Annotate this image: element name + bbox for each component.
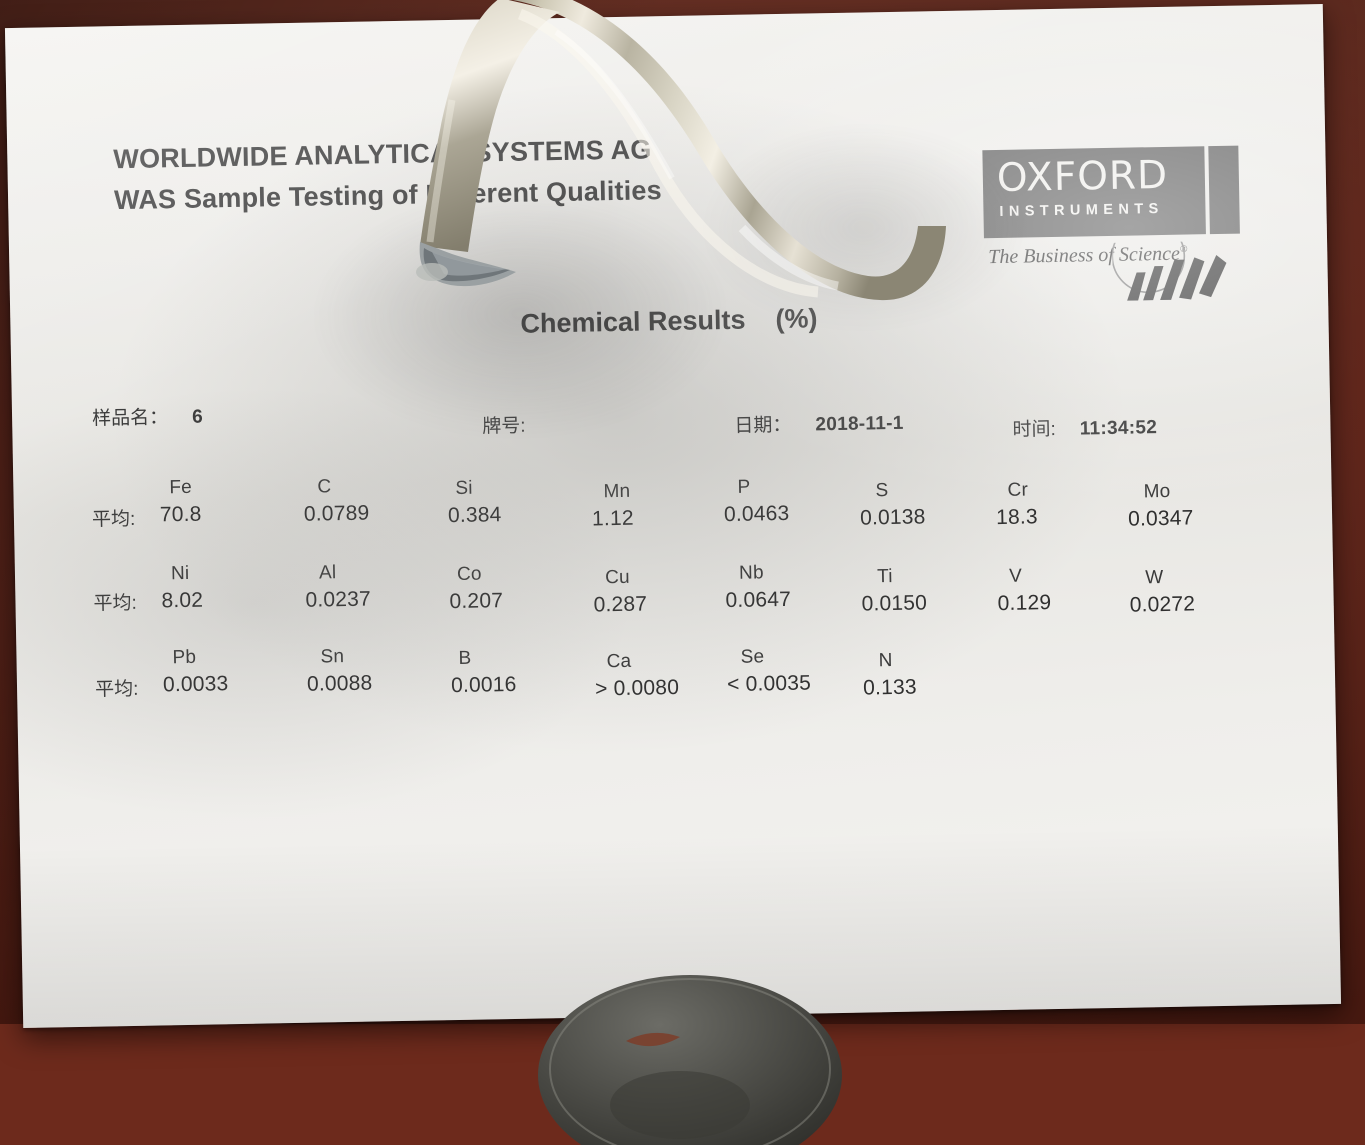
result-cell-se: Se < 0.0035 [726, 646, 811, 698]
result-cell-cr: Cr 18.3 [995, 479, 1038, 530]
element-symbol-ti: Ti [877, 565, 927, 588]
element-symbol-al: Al [319, 562, 371, 585]
result-cell-pb: Pb 0.0033 [162, 646, 228, 697]
element-symbol-co: Co [457, 563, 503, 586]
element-symbol-pb: Pb [172, 646, 228, 669]
element-symbol-w: W [1145, 566, 1195, 589]
element-value-ti: 0.0150 [861, 591, 927, 616]
element-symbol-p: P [737, 476, 789, 499]
sample-name-label: 样品名： [92, 407, 168, 429]
element-value-al: 0.0237 [305, 588, 371, 613]
element-symbol-mo: Mo [1143, 480, 1193, 503]
report-header-line-1: WORLDWIDE ANALYTICAL SYSTEMS AG [113, 134, 652, 175]
time-value: 11:34:52 [1080, 417, 1158, 439]
element-symbol-se: Se [740, 646, 810, 669]
element-value-co: 0.207 [449, 589, 503, 614]
element-value-c: 0.0789 [304, 502, 370, 527]
date-field: 日期： 2018-11-1 [734, 408, 904, 438]
result-cell-ti: Ti 0.0150 [861, 565, 927, 616]
sample-name-value: 6 [192, 407, 203, 428]
result-cell-mn: Mn 1.12 [591, 481, 634, 532]
time-label: 时间: [1012, 419, 1056, 441]
element-symbol-s: S [875, 479, 925, 502]
element-symbol-cr: Cr [1007, 479, 1037, 502]
date-value: 2018-11-1 [815, 413, 904, 436]
result-cell-nb: Nb 0.0647 [725, 562, 791, 613]
result-cell-si: Si 0.384 [447, 477, 501, 528]
oxford-instruments-logo: OXFORD INSTRUMENTS The Business of Scien… [982, 145, 1255, 295]
result-cell-sn: Sn 0.0088 [306, 646, 372, 697]
result-cell-mo: Mo 0.0347 [1127, 480, 1193, 531]
element-symbol-nb: Nb [739, 562, 791, 585]
element-value-pb: 0.0033 [163, 672, 229, 697]
element-value-si: 0.384 [448, 503, 502, 528]
element-value-mn: 1.12 [592, 507, 634, 532]
element-value-cr: 18.3 [996, 505, 1038, 530]
element-value-nb: 0.0647 [725, 588, 791, 613]
was-swoosh-icon [1112, 241, 1231, 305]
element-value-fe: 70.8 [160, 503, 202, 528]
element-value-se: < 0.0035 [727, 672, 811, 698]
result-cell-v: V 0.129 [997, 565, 1051, 616]
result-cell-s: S 0.0138 [859, 479, 925, 530]
result-cell-p: P 0.0463 [723, 476, 789, 527]
results-unit-text: (%) [775, 303, 818, 334]
average-label-row-3: 平均: [95, 674, 139, 702]
result-cell-w: W 0.0272 [1129, 566, 1195, 617]
element-symbol-mn: Mn [603, 481, 633, 504]
grade-label: 牌号: [482, 416, 526, 438]
results-title-text: Chemical Results [520, 305, 746, 339]
element-value-ca: > 0.0080 [595, 676, 679, 702]
element-symbol-ni: Ni [171, 563, 203, 586]
result-cell-fe: Fe 70.8 [159, 477, 202, 528]
sample-name-field: 样品名： 6 [92, 402, 203, 431]
result-cell-n: N 0.133 [862, 650, 916, 701]
report-header-line-2: WAS Sample Testing of Different Qualitie… [114, 175, 662, 216]
report-content: WORLDWIDE ANALYTICAL SYSTEMS AG WAS Samp… [5, 4, 1341, 1028]
date-label: 日期： [734, 415, 791, 437]
result-cell-ca: Ca > 0.0080 [594, 650, 679, 702]
element-value-mo: 0.0347 [1128, 506, 1194, 531]
element-symbol-si: Si [455, 477, 501, 500]
element-value-n: 0.133 [863, 676, 917, 701]
result-cell-b: B 0.0016 [450, 647, 516, 698]
element-symbol-sn: Sn [320, 646, 372, 669]
element-value-s: 0.0138 [860, 505, 926, 530]
element-symbol-fe: Fe [169, 477, 201, 500]
element-value-v: 0.129 [997, 591, 1051, 616]
paper-sheet: WORLDWIDE ANALYTICAL SYSTEMS AG WAS Samp… [5, 4, 1341, 1028]
element-value-sn: 0.0088 [307, 672, 373, 697]
element-symbol-v: V [1009, 565, 1051, 588]
time-field: 时间: 11:34:52 [1012, 412, 1157, 442]
element-value-cu: 0.287 [593, 592, 647, 617]
result-cell-cu: Cu 0.287 [593, 566, 647, 617]
grade-field: 牌号: [482, 410, 550, 438]
result-cell-al: Al 0.0237 [305, 562, 371, 613]
element-value-w: 0.0272 [1129, 592, 1195, 617]
logo-sub-text: INSTRUMENTS [999, 201, 1163, 220]
element-symbol-c: C [317, 476, 369, 499]
result-cell-ni: Ni 8.02 [161, 563, 204, 614]
element-value-p: 0.0463 [724, 502, 790, 527]
result-cell-c: C 0.0789 [303, 476, 369, 527]
logo-brand-text: OXFORD [996, 153, 1168, 201]
element-symbol-b: B [458, 647, 516, 670]
result-cell-co: Co 0.207 [449, 563, 503, 614]
element-value-ni: 8.02 [161, 589, 203, 614]
element-value-b: 0.0016 [451, 673, 517, 698]
logo-box-accent [1208, 146, 1240, 235]
average-label-row-1: 平均: [92, 504, 136, 532]
chemical-results-title: Chemical Results (%) [520, 303, 818, 339]
element-symbol-ca: Ca [606, 650, 678, 673]
average-label-row-2: 平均: [93, 588, 137, 616]
element-symbol-cu: Cu [605, 566, 647, 589]
element-symbol-n: N [878, 650, 916, 673]
